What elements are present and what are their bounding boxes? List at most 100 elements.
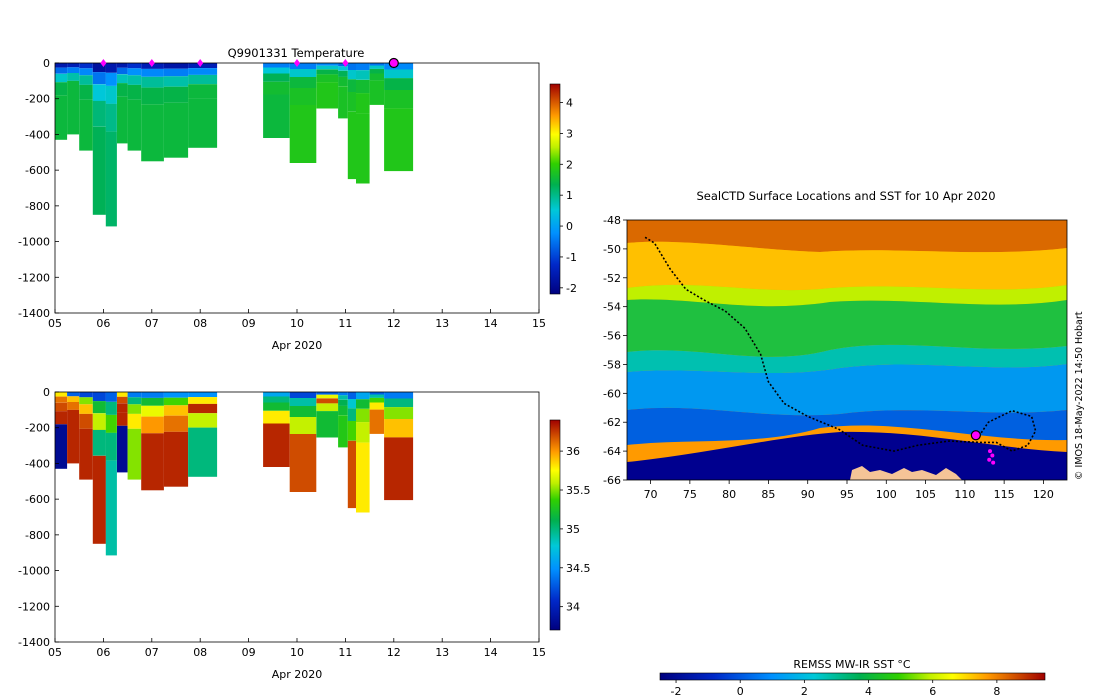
profile-cell (67, 67, 80, 73)
profile-column-11 (289, 392, 317, 492)
profile-cell (347, 440, 356, 509)
profile-cell (67, 409, 80, 422)
profile-cell (188, 392, 218, 398)
profile-cell (117, 412, 128, 426)
profile-column-15 (356, 392, 370, 513)
x-tick-label: 07 (145, 646, 159, 659)
profile-marker (294, 59, 300, 67)
profile-cell (369, 392, 385, 395)
salinity-xlabel: Apr 2020 (272, 668, 323, 681)
profile-cell (263, 81, 290, 95)
y-tick-label: -66 (603, 474, 621, 487)
profile-cell (55, 67, 68, 74)
profile-cell (369, 397, 385, 403)
profile-cell (55, 82, 68, 96)
profile-cell (117, 403, 128, 413)
profile-cell (127, 99, 142, 151)
salinity-colorbar-ticks: 36 35.5 35 34.5 34 (560, 445, 591, 614)
profile-column-9 (188, 63, 218, 148)
profile-column-5 (117, 392, 128, 473)
profile-cell (384, 90, 414, 109)
profile-cell (289, 105, 317, 163)
colorbar-tick-label: 35.5 (566, 484, 591, 497)
profile-cell (369, 80, 385, 105)
sst-colorbar (659, 672, 1046, 681)
current-location-marker (970, 430, 981, 441)
y-tick-label: -200 (25, 422, 50, 435)
temperature-panel: Q9901331 Temperature 05 06 07 08 09 10 11 12 13 1… (18, 46, 577, 352)
y-tick-label: -62 (603, 416, 621, 429)
profile-cell (263, 392, 290, 397)
profile-cell (338, 405, 348, 416)
profile-column-11 (289, 63, 317, 163)
profile-cell (369, 68, 385, 74)
profile-cell (79, 68, 93, 76)
profile-cell (263, 402, 290, 411)
x-tick-label: 12 (387, 646, 401, 659)
profile-marker (197, 59, 204, 67)
profile-cell (188, 98, 218, 148)
profile-cell (263, 67, 290, 74)
profile-cell (117, 425, 128, 473)
profile-column-3 (92, 392, 106, 544)
profile-cell (105, 414, 117, 433)
profile-cell (105, 432, 117, 461)
profile-cell (316, 411, 339, 438)
profile-cell (141, 104, 164, 162)
y-tick-label: -1200 (18, 600, 50, 613)
profile-cell (369, 65, 385, 69)
x-tick-label: 95 (840, 488, 854, 501)
profile-cell (188, 63, 218, 69)
profile-cell (347, 421, 356, 441)
recent-location-dot (987, 457, 992, 462)
temperature-colorbar-ticks: 4 3 2 1 0 -1 -2 (560, 97, 577, 295)
x-tick-label: 110 (954, 488, 975, 501)
profile-cell (188, 68, 218, 75)
profile-cell (141, 433, 164, 491)
profile-cell (188, 397, 218, 404)
profile-cell (356, 408, 370, 423)
x-tick-label: 11 (338, 317, 352, 330)
colorbar-tick-label: 2 (566, 158, 573, 171)
seal-track (644, 236, 1037, 465)
profile-cell (79, 428, 93, 480)
profile-cell (316, 63, 339, 66)
profile-cell (163, 68, 189, 77)
y-tick-label: -800 (25, 529, 50, 542)
y-tick-label: -600 (25, 164, 50, 177)
profile-cell (117, 396, 128, 404)
profile-cell (263, 94, 290, 138)
profile-cell (67, 93, 80, 135)
profile-cell (338, 399, 348, 406)
profile-cell (338, 76, 348, 87)
profile-cell (338, 66, 348, 71)
colorbar-tick-label: -2 (671, 685, 682, 698)
profile-column-6 (127, 63, 142, 151)
profile-cell (117, 63, 128, 68)
profile-cell (105, 85, 117, 104)
profile-cell (289, 417, 317, 434)
profile-cell (117, 96, 128, 144)
y-tick-label: -1000 (18, 236, 50, 249)
profile-cell (347, 399, 356, 409)
profile-marker (148, 59, 155, 67)
colorbar-tick-label: 36 (566, 445, 580, 458)
profile-cell (55, 95, 68, 140)
profile-cell (127, 63, 142, 69)
profile-cell (79, 75, 93, 85)
x-tick-label: 14 (484, 317, 498, 330)
profile-cell (347, 408, 356, 422)
profile-cell (127, 75, 142, 85)
profile-cell (338, 70, 348, 77)
profile-cell (384, 78, 414, 90)
recent-location-dot (991, 460, 996, 465)
salinity-axes: 05 06 07 08 09 10 11 12 13 14 15 0 -200 -400 -600 -800 -… (18, 386, 546, 659)
y-tick-label: -1400 (18, 307, 50, 320)
profile-cell (384, 108, 414, 172)
profile-cell (127, 428, 142, 480)
profile-cell (163, 392, 189, 398)
profile-cell (92, 413, 106, 430)
x-tick-label: 09 (242, 317, 256, 330)
x-tick-label: 90 (801, 488, 815, 501)
